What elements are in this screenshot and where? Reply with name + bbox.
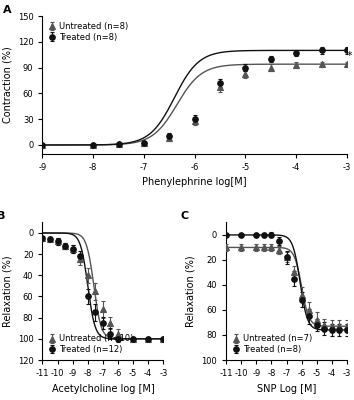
Legend: Untreated (n=8), Treated (n=8): Untreated (n=8), Treated (n=8) bbox=[47, 20, 130, 43]
Legend: Untreated (n=7), Treated (n=8): Untreated (n=7), Treated (n=8) bbox=[230, 333, 314, 356]
X-axis label: Acetylcholine log [M]: Acetylcholine log [M] bbox=[52, 384, 154, 394]
Text: *: * bbox=[347, 52, 353, 62]
Text: A: A bbox=[3, 5, 12, 15]
Text: B: B bbox=[0, 211, 5, 221]
X-axis label: Phenylephrine log[M]: Phenylephrine log[M] bbox=[142, 177, 247, 187]
Y-axis label: Relaxation (%): Relaxation (%) bbox=[2, 255, 12, 327]
Y-axis label: Relaxation (%): Relaxation (%) bbox=[186, 255, 196, 327]
Text: C: C bbox=[180, 211, 188, 221]
Legend: Untreated (n=10), Treated (n=12): Untreated (n=10), Treated (n=12) bbox=[47, 333, 135, 356]
Y-axis label: Contraction (%): Contraction (%) bbox=[2, 46, 12, 123]
X-axis label: SNP Log [M]: SNP Log [M] bbox=[257, 384, 316, 394]
